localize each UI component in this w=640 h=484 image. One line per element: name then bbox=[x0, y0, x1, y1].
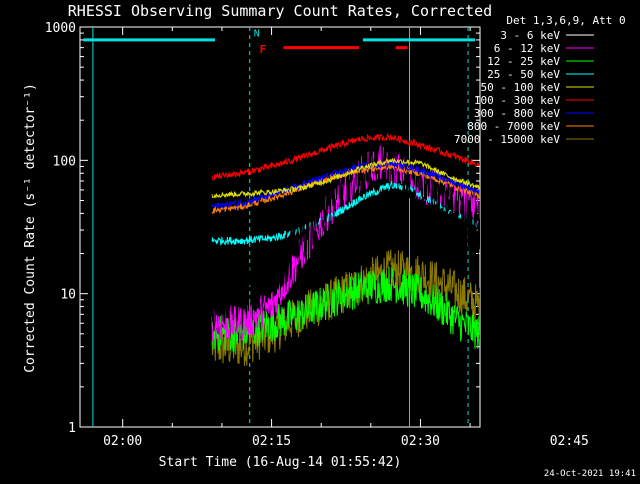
legend-label: 800 - 7000 keV bbox=[467, 120, 560, 133]
x-tick-label: 02:15 bbox=[252, 434, 291, 449]
legend-label: 12 - 25 keV bbox=[487, 55, 560, 68]
y-axis-label: Corrected Count Rate (s⁻¹ detector⁻¹) bbox=[23, 83, 38, 373]
legend-label: 100 - 300 keV bbox=[474, 94, 560, 107]
series-line bbox=[211, 249, 480, 366]
timestamp-footer: 24-Oct-2021 19:41 bbox=[544, 469, 636, 479]
y-tick-label: 100 bbox=[53, 154, 76, 169]
legend-label: 50 - 100 keV bbox=[481, 81, 561, 94]
legend-label: 3 - 6 keV bbox=[500, 29, 560, 42]
legend-header: Det 1,3,6,9, Att 0 bbox=[506, 14, 625, 27]
y-tick-label: 1 bbox=[68, 421, 76, 436]
y-tick-label: 10 bbox=[60, 288, 76, 303]
x-tick-label: 02:00 bbox=[103, 434, 142, 449]
series-line bbox=[211, 160, 480, 211]
x-tick-label: 02:45 bbox=[550, 434, 589, 449]
legend-label: 6 - 12 keV bbox=[494, 42, 561, 55]
series-line bbox=[211, 266, 480, 353]
legend-label: 7000 - 15000 keV bbox=[454, 133, 560, 146]
series-line bbox=[211, 132, 480, 181]
x-axis-label: Start Time (16-Aug-14 01:55:42) bbox=[159, 455, 402, 470]
series-line bbox=[211, 126, 480, 332]
series-line bbox=[211, 157, 480, 199]
flare-flag-label: F bbox=[260, 43, 267, 56]
legend-label: 300 - 800 keV bbox=[474, 107, 560, 120]
y-tick-label: 1000 bbox=[45, 21, 76, 36]
plot-frame bbox=[79, 26, 481, 428]
series-group bbox=[211, 126, 480, 366]
x-tick-label: 02:30 bbox=[401, 434, 440, 449]
night-flag-label: N bbox=[254, 28, 260, 39]
plot-area: 110100100002:0002:1502:3002:4503:0003:15… bbox=[45, 21, 589, 449]
chart-title: RHESSI Observing Summary Count Rates, Co… bbox=[68, 2, 492, 20]
legend-label: 25 - 50 keV bbox=[487, 68, 560, 81]
